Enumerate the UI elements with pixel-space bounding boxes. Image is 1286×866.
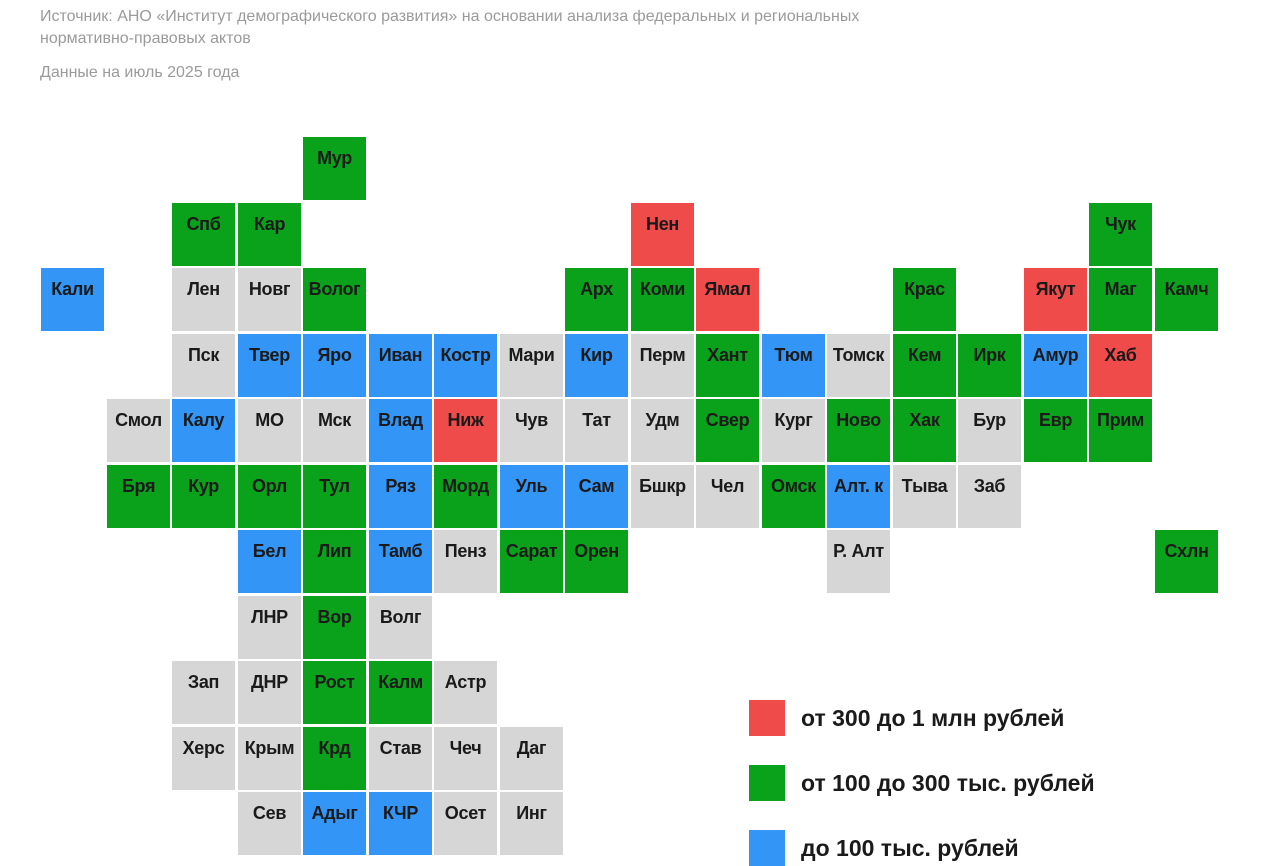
region-tile: МО — [238, 399, 301, 462]
source-note: Источник: АНО «Институт демографического… — [40, 8, 860, 47]
region-tile: Ямал — [696, 268, 759, 331]
region-tile: Астр — [434, 661, 497, 724]
region-tile: Кали — [41, 268, 104, 331]
region-tile: Орен — [565, 530, 628, 593]
date-note: Данные на июль 2025 года — [40, 64, 240, 81]
region-tile: Ниж — [434, 399, 497, 462]
region-tile: Пенз — [434, 530, 497, 593]
region-tile: Хант — [696, 334, 759, 397]
region-tile: Твер — [238, 334, 301, 397]
region-tile: Коми — [631, 268, 694, 331]
region-tile: Амур — [1024, 334, 1087, 397]
region-tile: Пск — [172, 334, 235, 397]
region-tile: Евр — [1024, 399, 1087, 462]
region-tile: Камч — [1155, 268, 1218, 331]
legend-swatch-green — [749, 765, 785, 801]
region-tile: Смол — [107, 399, 170, 462]
region-tile: Удм — [631, 399, 694, 462]
region-tile: Кург — [762, 399, 825, 462]
region-tile: Яро — [303, 334, 366, 397]
region-tile: Морд — [434, 465, 497, 528]
region-tile: Мари — [500, 334, 563, 397]
region-tile: Хаб — [1089, 334, 1152, 397]
region-tile: Мск — [303, 399, 366, 462]
region-tile: Лен — [172, 268, 235, 331]
region-tile: ЛНР — [238, 596, 301, 659]
region-tile: Крд — [303, 727, 366, 790]
region-tile: Рост — [303, 661, 366, 724]
region-tile: Бур — [958, 399, 1021, 462]
region-tile: Даг — [500, 727, 563, 790]
region-tile: Хак — [893, 399, 956, 462]
region-tile: Калм — [369, 661, 432, 724]
legend-swatch-blue — [749, 830, 785, 866]
region-tile: Сев — [238, 792, 301, 855]
region-tile: Тамб — [369, 530, 432, 593]
region-tile: Иван — [369, 334, 432, 397]
region-tile: Прим — [1089, 399, 1152, 462]
region-tile: Влад — [369, 399, 432, 462]
region-tile: Чел — [696, 465, 759, 528]
region-tile: Омск — [762, 465, 825, 528]
region-tile: Инг — [500, 792, 563, 855]
region-tile: Уль — [500, 465, 563, 528]
region-tile: Крым — [238, 727, 301, 790]
region-tile: Кем — [893, 334, 956, 397]
region-tile: Маг — [1089, 268, 1152, 331]
region-tile: Ирк — [958, 334, 1021, 397]
region-tile: Алт. к — [827, 465, 890, 528]
region-tile: Орл — [238, 465, 301, 528]
region-tile: Крас — [893, 268, 956, 331]
region-tile: Адыг — [303, 792, 366, 855]
region-tile: Ряз — [369, 465, 432, 528]
region-tile: Тыва — [893, 465, 956, 528]
region-tile: Костр — [434, 334, 497, 397]
legend-swatch-red — [749, 700, 785, 736]
region-tile: Осет — [434, 792, 497, 855]
region-tile: Волг — [369, 596, 432, 659]
region-tile: Новг — [238, 268, 301, 331]
region-tile: Свер — [696, 399, 759, 462]
region-tile: Кур — [172, 465, 235, 528]
region-tile: Р. Алт — [827, 530, 890, 593]
region-tile: Бел — [238, 530, 301, 593]
region-tile: Спб — [172, 203, 235, 266]
legend-label-green: от 100 до 300 тыс. рублей — [801, 770, 1095, 796]
region-tile: Сам — [565, 465, 628, 528]
region-tile: Бря — [107, 465, 170, 528]
region-tile: Тат — [565, 399, 628, 462]
region-tile: Вор — [303, 596, 366, 659]
region-tile: Зап — [172, 661, 235, 724]
legend-label-red: от 300 до 1 млн рублей — [801, 705, 1065, 731]
region-tile: Херс — [172, 727, 235, 790]
region-tile: Бшкр — [631, 465, 694, 528]
legend-label-blue: до 100 тыс. рублей — [801, 835, 1019, 861]
region-tile: Кир — [565, 334, 628, 397]
region-tile: ДНР — [238, 661, 301, 724]
region-tile: Тюм — [762, 334, 825, 397]
region-tile: Арх — [565, 268, 628, 331]
region-tile: Нен — [631, 203, 694, 266]
region-tile: Схлн — [1155, 530, 1218, 593]
region-tile: Кар — [238, 203, 301, 266]
region-tile: Ново — [827, 399, 890, 462]
region-tile: Перм — [631, 334, 694, 397]
region-tile: Заб — [958, 465, 1021, 528]
region-tile: Мур — [303, 137, 366, 200]
region-tile: Чук — [1089, 203, 1152, 266]
region-tile: КЧР — [369, 792, 432, 855]
region-tile: Тул — [303, 465, 366, 528]
region-tile: Томск — [827, 334, 890, 397]
region-tile: Волог — [303, 268, 366, 331]
region-tile: Лип — [303, 530, 366, 593]
region-tile: Чув — [500, 399, 563, 462]
region-tile: Калу — [172, 399, 235, 462]
region-tile: Якут — [1024, 268, 1087, 331]
region-tile: Сарат — [500, 530, 563, 593]
region-tile: Став — [369, 727, 432, 790]
region-tile: Чеч — [434, 727, 497, 790]
